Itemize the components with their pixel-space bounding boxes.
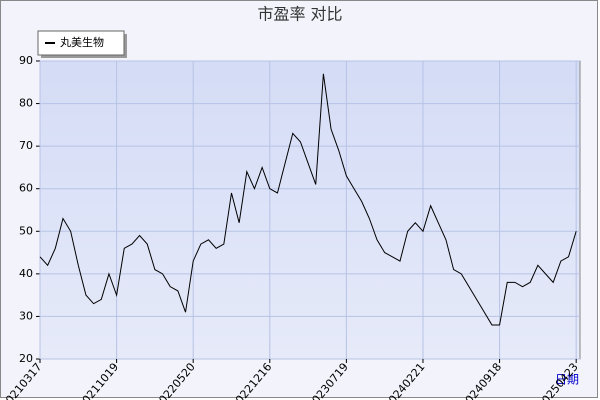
y-tick-label: 70 [19, 139, 33, 152]
legend-box [37, 30, 125, 56]
y-tick-label: 40 [19, 267, 33, 280]
legend-label: 丸美生物 [60, 35, 104, 49]
chart-title: 市盈率 对比 [257, 5, 342, 24]
y-tick-label: 30 [19, 309, 33, 322]
x-axis-label: 日期 [555, 373, 579, 387]
legend [37, 30, 127, 58]
y-tick-label: 60 [19, 182, 33, 195]
y-tick-label: 50 [19, 224, 33, 237]
line [39, 73, 577, 326]
y-tick-label: 80 [19, 97, 33, 110]
y-tick-label: 90 [19, 54, 33, 67]
y-tick-label: 20 [19, 352, 33, 365]
plot-area [39, 60, 581, 360]
